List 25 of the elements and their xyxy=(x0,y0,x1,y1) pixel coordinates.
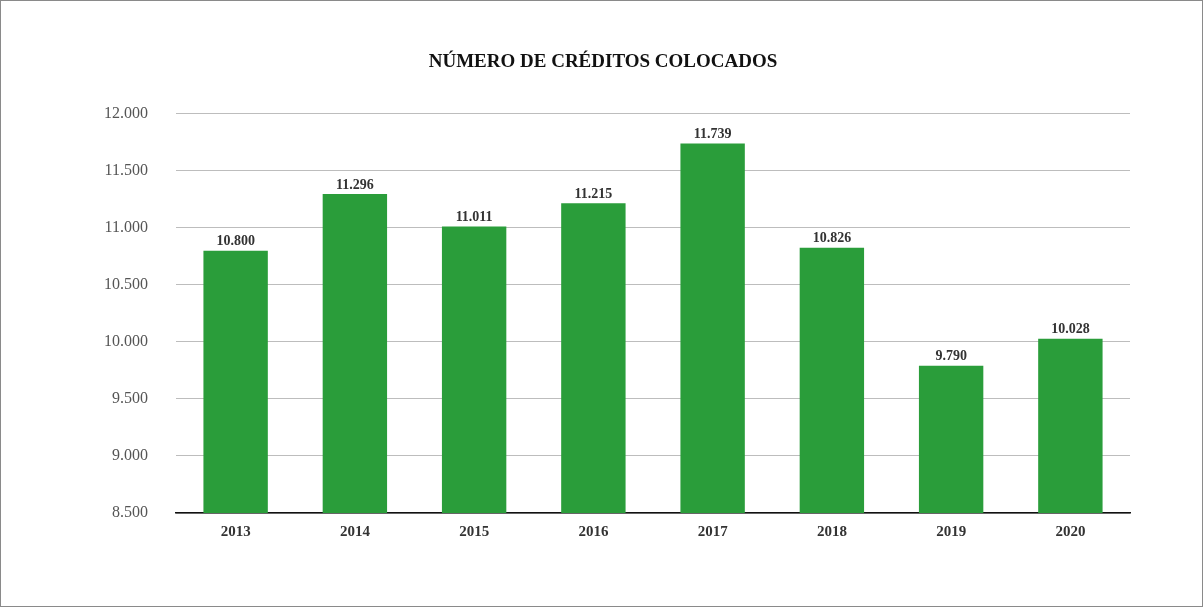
y-tick-label: 10.000 xyxy=(104,332,148,350)
x-tick-label: 2018 xyxy=(816,522,847,539)
x-tick-label: 2014 xyxy=(339,522,371,539)
y-tick-label: 10.500 xyxy=(104,275,148,293)
data-label: 11.296 xyxy=(336,176,374,192)
y-tick-label: 11.000 xyxy=(104,218,148,236)
data-label: 10.800 xyxy=(216,233,255,249)
x-tick-label: 2013 xyxy=(220,522,251,539)
y-tick-label: 9.000 xyxy=(112,446,148,464)
data-label: 11.215 xyxy=(574,185,613,201)
x-tick-label: 2020 xyxy=(1055,522,1086,539)
x-tick-label: 2015 xyxy=(459,522,490,539)
chart-title: NÚMERO DE CRÉDITOS COLOCADOS xyxy=(428,50,778,72)
data-label: 10.028 xyxy=(1051,321,1090,337)
y-tick-label: 12.000 xyxy=(104,104,148,121)
x-tick-label: 2019 xyxy=(936,522,967,539)
y-tick-label: 8.500 xyxy=(112,503,148,521)
data-label: 10.826 xyxy=(812,230,852,246)
data-label: 11.011 xyxy=(455,209,493,225)
y-tick-label: 11.500 xyxy=(104,161,148,179)
x-tick-label: 2016 xyxy=(578,522,609,539)
data-label: 9.790 xyxy=(935,348,967,364)
x-tick-label: 2017 xyxy=(697,522,729,539)
data-label: 11.739 xyxy=(693,126,732,142)
y-tick-label: 9.500 xyxy=(112,389,148,407)
